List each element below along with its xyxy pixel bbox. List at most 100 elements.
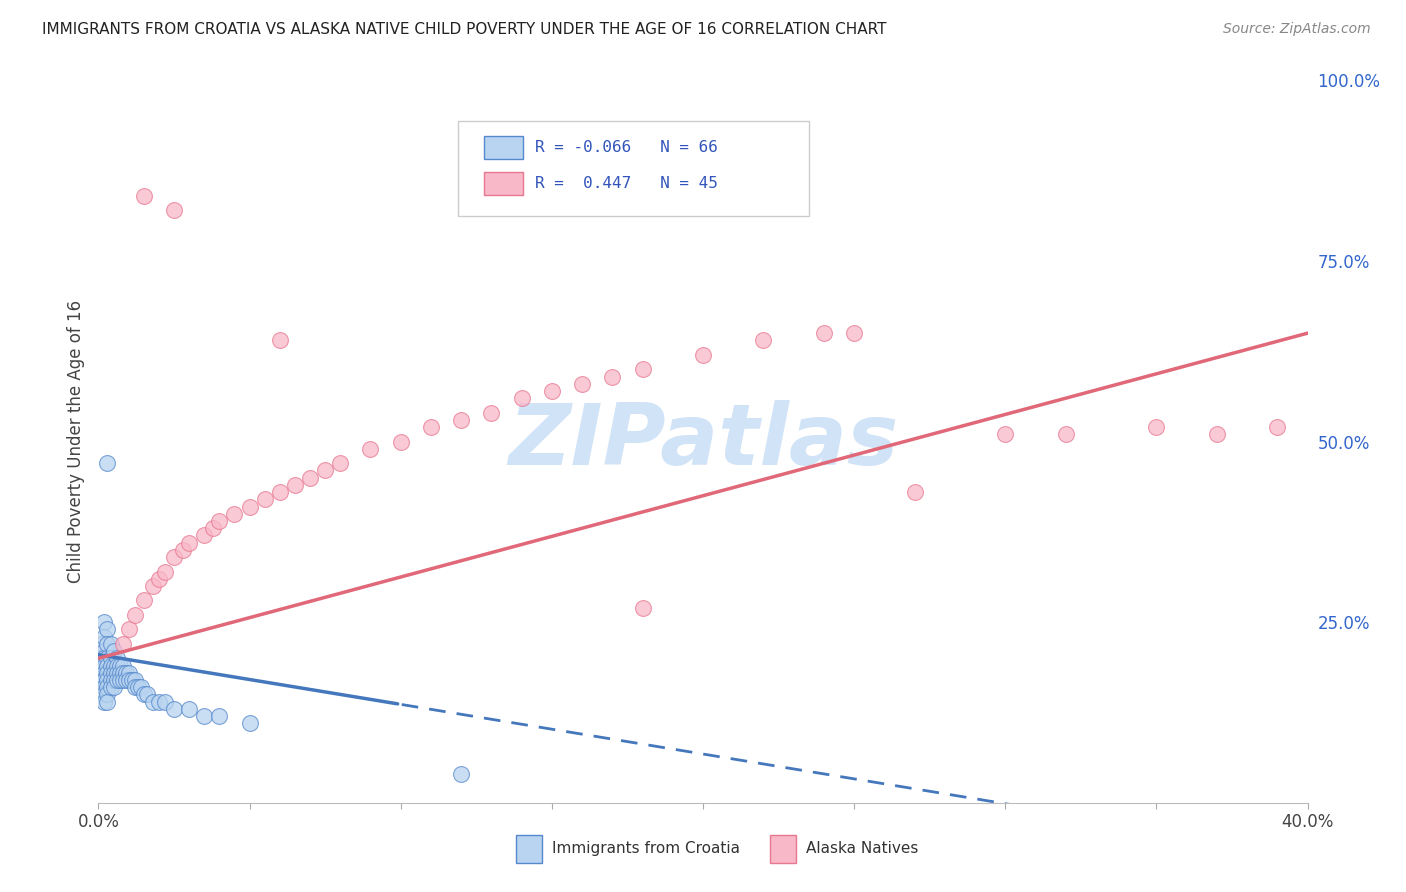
Point [904, 485, 927, 500]
Point [994, 427, 1017, 442]
Point [121, 673, 143, 687]
Point [571, 376, 593, 391]
Point [163, 702, 186, 716]
Bar [516, 836, 543, 863]
Point [96, 687, 118, 701]
Text: IMMIGRANTS FROM CROATIA VS ALASKA NATIVE CHILD POVERTY UNDER THE AGE OF 16 CORRE: IMMIGRANTS FROM CROATIA VS ALASKA NATIVE… [42, 22, 887, 37]
Point [239, 716, 262, 731]
Point [193, 528, 215, 542]
Point [132, 687, 155, 701]
Point [93, 651, 115, 665]
Point [90, 673, 112, 687]
Point [103, 665, 125, 680]
Point [208, 514, 231, 528]
Point [844, 326, 866, 340]
Text: Alaska Natives: Alaska Natives [806, 841, 918, 855]
Point [105, 665, 128, 680]
Y-axis label: Child Poverty Under the Age of 16: Child Poverty Under the Age of 16 [66, 300, 84, 583]
Point [135, 687, 157, 701]
Point [105, 651, 128, 665]
Point [253, 492, 276, 507]
Point [202, 521, 225, 535]
Point [153, 565, 176, 579]
Point [540, 384, 562, 398]
Point [329, 456, 352, 470]
Text: Immigrants from Croatia: Immigrants from Croatia [551, 841, 740, 855]
Point [224, 507, 246, 521]
Point [163, 550, 186, 565]
Point [510, 391, 533, 405]
Point [118, 673, 141, 687]
Point [1267, 420, 1289, 434]
Point [813, 326, 835, 340]
Point [96, 637, 118, 651]
Point [269, 334, 291, 348]
Point [111, 665, 134, 680]
Text: R = -0.066   N = 66: R = -0.066 N = 66 [534, 140, 718, 155]
Text: Source: ZipAtlas.com: Source: ZipAtlas.com [1223, 22, 1371, 37]
Point [172, 542, 194, 557]
Point [90, 651, 112, 665]
Point [103, 644, 125, 658]
Point [692, 348, 714, 362]
Point [100, 680, 122, 694]
Point [111, 637, 134, 651]
Point [96, 673, 118, 687]
Point [114, 665, 136, 680]
Point [100, 673, 122, 687]
Point [142, 579, 165, 593]
Point [108, 673, 131, 687]
Point [1144, 420, 1167, 434]
Point [1054, 427, 1077, 442]
Point [481, 406, 503, 420]
Point [208, 709, 231, 723]
Point [752, 334, 775, 348]
Point [111, 658, 134, 673]
Point [108, 658, 131, 673]
FancyBboxPatch shape [457, 121, 810, 216]
Point [124, 673, 146, 687]
Point [105, 658, 128, 673]
Point [96, 665, 118, 680]
Point [450, 413, 472, 427]
Point [93, 673, 115, 687]
Point [124, 607, 146, 622]
Point [420, 420, 443, 434]
Point [163, 203, 186, 218]
Point [118, 623, 141, 637]
Point [631, 600, 654, 615]
Point [96, 456, 118, 470]
Point [103, 658, 125, 673]
Point [90, 658, 112, 673]
Point [148, 572, 170, 586]
Point [93, 658, 115, 673]
Point [602, 369, 624, 384]
Point [314, 463, 336, 477]
Point [132, 189, 155, 203]
Point [103, 680, 125, 694]
Point [118, 665, 141, 680]
Point [148, 695, 170, 709]
Point [100, 651, 122, 665]
Point [114, 673, 136, 687]
Point [93, 687, 115, 701]
Point [96, 658, 118, 673]
Point [179, 702, 201, 716]
Point [631, 362, 654, 376]
Point [389, 434, 412, 449]
Point [93, 680, 115, 694]
Point [1206, 427, 1229, 442]
Point [129, 680, 152, 694]
Point [103, 673, 125, 687]
Point [93, 630, 115, 644]
Point [127, 680, 149, 694]
Bar [769, 836, 796, 863]
Text: ZIPatlas: ZIPatlas [508, 400, 898, 483]
Point [124, 680, 146, 694]
Point [93, 673, 115, 687]
Point [450, 767, 472, 781]
Point [360, 442, 382, 456]
Point [111, 673, 134, 687]
Bar [484, 136, 523, 159]
Point [93, 665, 115, 680]
